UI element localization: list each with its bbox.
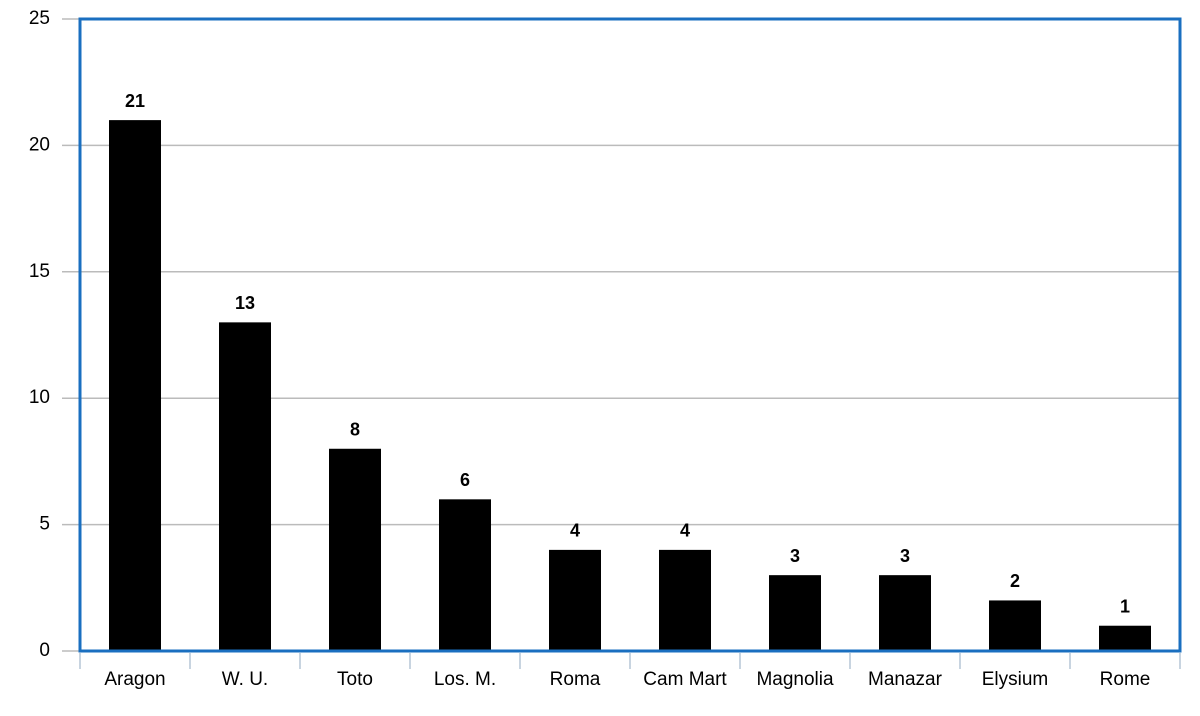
plot-border (78, 17, 1182, 653)
bar (219, 322, 271, 651)
bar (769, 575, 821, 651)
x-tick-label: Magnolia (756, 669, 834, 690)
value-label: 1 (1120, 596, 1130, 616)
value-label: 13 (235, 293, 255, 313)
bar (439, 499, 491, 651)
bar (659, 549, 711, 651)
y-tick-label: 10 (29, 387, 50, 408)
x-tick-label: Toto (337, 669, 373, 690)
y-tick-label: 20 (29, 134, 50, 155)
x-tick-label: W. U. (222, 669, 268, 690)
x-tick-label: Aragon (104, 669, 165, 690)
bar (549, 549, 601, 651)
value-label: 4 (680, 521, 690, 541)
x-tick-label: Roma (550, 669, 601, 690)
x-tick-label: Cam Mart (643, 669, 727, 690)
bar (879, 575, 931, 651)
bar (329, 448, 381, 651)
value-label: 2 (1010, 571, 1020, 591)
bar (1099, 625, 1151, 651)
value-label: 8 (350, 420, 360, 440)
x-tick-label: Rome (1100, 669, 1151, 690)
x-tick-label: Elysium (982, 669, 1049, 690)
y-tick-label: 0 (39, 640, 50, 661)
value-label: 3 (790, 546, 800, 566)
y-tick-label: 5 (39, 514, 50, 535)
value-label: 3 (900, 546, 910, 566)
value-label: 21 (125, 91, 145, 111)
x-tick-label: Manazar (868, 669, 943, 690)
bar (989, 600, 1041, 651)
x-tick-label: Los. M. (434, 669, 496, 690)
value-label: 6 (460, 470, 470, 490)
value-label: 4 (570, 521, 580, 541)
y-tick-label: 15 (29, 261, 50, 282)
y-tick-label: 25 (29, 8, 50, 29)
bar (109, 120, 161, 652)
